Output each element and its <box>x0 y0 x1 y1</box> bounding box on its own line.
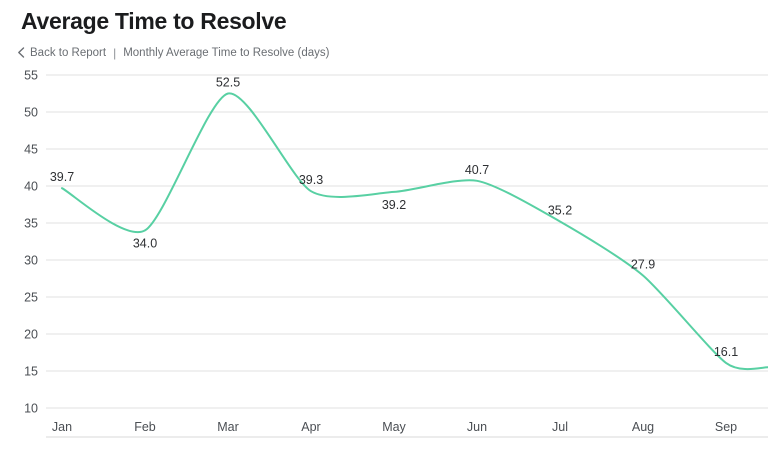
x-tick-label: Apr <box>301 420 320 434</box>
y-tick-label: 45 <box>24 143 38 157</box>
chevron-left-icon <box>17 47 25 58</box>
series-line <box>61 92 768 371</box>
page-title: Average Time to Resolve <box>21 8 287 34</box>
x-tick-label: Jan <box>52 420 72 434</box>
breadcrumb: Back to Report | Monthly Average Time to… <box>17 45 329 60</box>
data-point-label: 27.9 <box>631 258 655 272</box>
y-tick-label: 50 <box>24 106 38 120</box>
data-point-label: 40.7 <box>465 163 489 177</box>
data-point-label: 39.3 <box>299 173 323 187</box>
back-to-report-link[interactable]: Back to Report <box>17 47 106 59</box>
data-point-label: 35.2 <box>548 204 572 218</box>
data-point-label: 16.1 <box>714 345 738 359</box>
y-tick-label: 40 <box>24 180 38 194</box>
breadcrumb-separator: | <box>113 45 117 60</box>
x-tick-label: Jul <box>552 420 568 434</box>
x-tick-label: Sep <box>715 420 737 434</box>
y-tick-label: 30 <box>24 254 38 268</box>
x-tick-label: Mar <box>217 420 239 434</box>
y-tick-label: 15 <box>24 365 38 379</box>
x-tick-label: Aug <box>632 420 654 434</box>
y-tick-label: 55 <box>24 69 38 83</box>
x-tick-label: Feb <box>134 420 156 434</box>
back-to-report-label: Back to Report <box>30 46 107 59</box>
x-tick-label: May <box>382 420 406 434</box>
y-tick-label: 20 <box>24 328 38 342</box>
x-tick-label: Jun <box>467 420 487 434</box>
data-point-label: 34.0 <box>133 236 157 250</box>
y-tick-label: 10 <box>24 402 38 416</box>
data-point-label: 39.7 <box>50 170 74 184</box>
y-tick-label: 35 <box>24 217 38 231</box>
chart-subtitle: Monthly Average Time to Resolve (days) <box>123 46 330 59</box>
data-point-label: 39.2 <box>382 198 406 212</box>
data-point-label: 52.5 <box>216 76 240 90</box>
y-tick-label: 25 <box>24 291 38 305</box>
